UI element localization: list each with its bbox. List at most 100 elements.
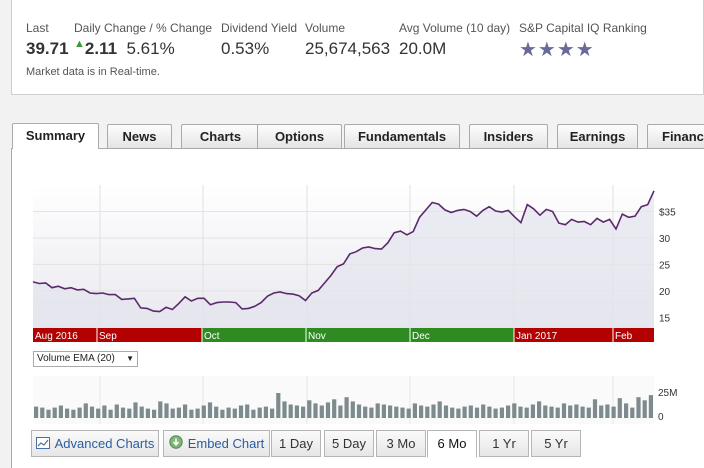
volume-bar [636,397,641,418]
volume-bar [630,407,635,418]
month-segment [410,328,514,342]
price-area [33,190,654,328]
tab-options[interactable]: Options [257,124,342,149]
volume-bar [592,399,598,418]
last-value: 39.71 [26,39,69,58]
tab-charts[interactable]: Charts [181,124,260,149]
volume-bar [332,399,337,418]
volume-bar [356,404,362,418]
volume-background [33,376,654,424]
tab-earnings[interactable]: Earnings [557,124,638,149]
quote-panel: Last 39.71 Daily Change / % Change ▲2.11… [11,0,704,95]
chevron-down-icon: ▼ [126,354,134,363]
y-tick-label: 30 [659,234,671,245]
volume-bar [443,405,449,418]
tab-fundamentals[interactable]: Fundamentals [344,124,460,149]
tab-divider [11,148,704,149]
volume-bar [617,398,622,418]
volume-bar [338,405,343,418]
volume-bar [524,407,529,418]
volume: Volume 25,674,563 [305,21,390,59]
volume-bar [71,409,76,418]
range-3-mo-button[interactable]: 3 Mo [376,430,426,457]
volume-bar [394,406,399,418]
ranking: S&P Capital IQ Ranking ★★★★ [519,21,647,62]
volume-bar [561,403,567,418]
change-percent: 5.61% [126,39,175,58]
month-segment [514,328,613,342]
volume-bar [195,408,200,418]
tab-news[interactable]: News [107,124,172,149]
tab-bar: Summary News Charts Options Fundamentals… [11,123,704,149]
month-label: Jan 2017 [516,331,558,342]
chart-icon [35,432,50,457]
advanced-charts-button[interactable]: Advanced Charts [31,430,159,457]
volume-bar [58,405,63,418]
volume-bar [102,405,107,418]
volume-bar [120,407,126,418]
tab-insiders[interactable]: Insiders [469,124,548,149]
volume-bar [294,405,299,418]
volume-bar [40,407,45,418]
volume-bar [648,395,653,418]
range-5-yr-button[interactable]: 5 Yr [531,430,581,457]
last-label: Last [26,21,49,35]
volume-bar [263,406,268,418]
y-tick-label: 20 [659,287,671,298]
ranking-stars-icon: ★★★★ [519,39,595,61]
volume-bar [487,406,492,418]
volume-bar [282,401,287,418]
dividend-label: Dividend Yield [221,21,298,35]
tab-summary[interactable]: Summary [12,123,99,149]
volume-bar [34,406,39,418]
volume-bar [605,404,610,418]
volume-bar [257,407,262,418]
volume-bar [65,408,70,418]
volume-bar [388,405,393,418]
avg-volume-label: Avg Volume (10 day) [399,21,511,35]
y-tick-label: 25 [659,260,671,271]
volume-bar [114,404,119,418]
volume-value: 25,674,563 [305,39,391,58]
download-icon [169,432,183,457]
daily-change: Daily Change / % Change ▲2.11 5.61% [74,21,212,59]
volume-bar [506,405,511,418]
ema-select-value: Volume EMA (20) [37,353,115,364]
volume-bar [549,406,554,418]
volume-tick-label: 0 [658,412,664,423]
embed-chart-label: Embed Chart [187,436,265,451]
change-value: 2.11 [84,39,118,58]
volume-ema-select[interactable]: Volume EMA (20) ▼ [33,351,138,367]
volume-bar [363,406,368,418]
range-1-yr-button[interactable]: 1 Yr [479,430,529,457]
range-1-day-button[interactable]: 1 Day [271,430,321,457]
volume-bar [127,408,132,418]
volume-bar [437,401,442,418]
volume-bar [270,408,275,418]
volume-bar [83,403,88,418]
month-segment [33,328,97,342]
volume-bar [574,404,579,418]
volume-bar [450,407,455,418]
volume-bar [344,397,349,418]
range-6-mo-button[interactable]: 6 Mo [427,430,477,458]
volume-bar [301,406,306,418]
volume-bar [431,404,436,418]
volume-bar [412,403,417,418]
volume-bar [251,409,256,418]
tab-financials[interactable]: Financi [647,124,704,149]
ranking-label: S&P Capital IQ Ranking [519,21,647,35]
volume-bar [493,408,498,418]
volume-bar [642,400,647,418]
volume-bar [207,402,213,418]
month-label: Aug 2016 [35,331,78,342]
embed-chart-button[interactable]: Embed Chart [163,430,270,457]
volume-bar [350,401,355,418]
y-tick-label: $35 [659,207,676,218]
volume-bar [307,400,312,418]
up-arrow-icon: ▲ [74,38,85,50]
range-5-day-button[interactable]: 5 Day [324,430,374,457]
month-label: Sep [99,331,117,342]
volume-bar [108,409,113,418]
volume-bar [133,402,138,418]
